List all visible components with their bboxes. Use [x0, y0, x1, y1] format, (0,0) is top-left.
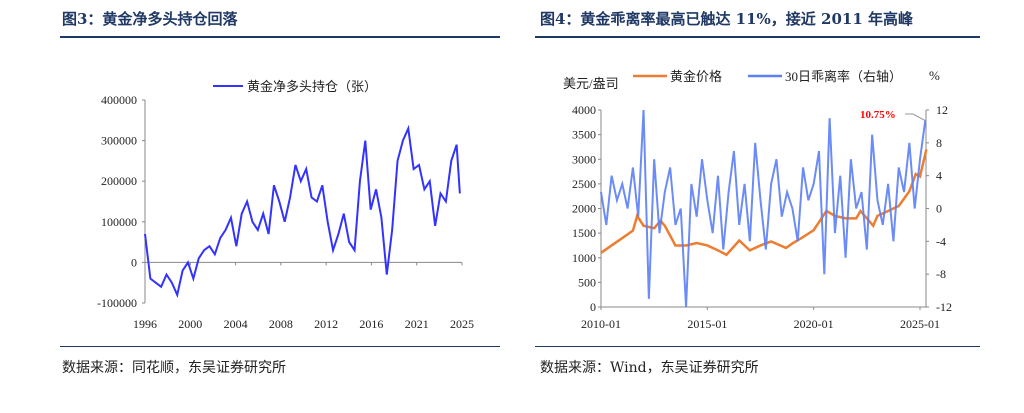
left-x-tick-label: 2016 — [359, 317, 383, 331]
right-left-y-tick-label: 2000 — [572, 202, 596, 216]
right-right-y-tick-label: 12 — [936, 103, 948, 117]
right-right-y-tick-label: -4 — [936, 234, 946, 248]
right-right-y-tick-label: 4 — [936, 169, 942, 183]
peak-annotation: 10.75% — [860, 109, 896, 121]
left-x-tick-label: 1996 — [133, 317, 157, 331]
right-right-y-tick-label: -12 — [936, 300, 952, 314]
right-right-y-tick-label: -8 — [936, 267, 946, 281]
left-y-tick-label: 100000 — [101, 215, 137, 229]
right-left-y-tick-label: 4000 — [572, 103, 596, 117]
right-right-y-tick-label: 0 — [936, 202, 942, 216]
left-legend-label: 黄金净多头持仓（张） — [247, 79, 377, 94]
right-left-axis-label: 美元/盎司 — [563, 76, 619, 91]
right-source-rule — [535, 346, 980, 347]
right-left-y-tick-label: 1000 — [572, 251, 596, 265]
deviation-line — [600, 109, 927, 308]
left-x-tick-label: 2012 — [314, 317, 338, 331]
right-right-axis-label: % — [929, 68, 940, 83]
left-x-tick-label: 2008 — [269, 317, 293, 331]
gold-legend-label: 黄金价格 — [670, 69, 722, 84]
right-x-tick-label: 2010-01 — [581, 317, 621, 331]
right-right-y-tick-label: 8 — [936, 136, 942, 150]
left-x-tick-label: 2021 — [405, 317, 429, 331]
right-left-y-tick-label: 3500 — [572, 128, 596, 142]
net-long-line — [144, 124, 461, 299]
left-y-tick-label: 200000 — [101, 174, 137, 188]
left-x-tick-label: 2025 — [450, 317, 474, 331]
left-y-tick-label: 0 — [131, 255, 137, 269]
right-left-y-tick-label: 2500 — [572, 177, 596, 191]
right-chart-title: 图4：黄金乖离率最高已触达 11%，接近 2011 年高峰 — [540, 10, 913, 28]
deviation-legend-label: 30日乖离率（右轴） — [785, 69, 902, 84]
left-title-rule — [60, 36, 500, 38]
right-left-y-tick-label: 500 — [578, 275, 596, 289]
left-source: 数据来源：同花顺，东吴证券研究所 — [62, 360, 286, 376]
right-source: 数据来源：Wind，东吴证券研究所 — [540, 360, 759, 376]
left-y-tick-label: 400000 — [101, 93, 137, 107]
right-left-y-tick-label: 0 — [590, 300, 596, 314]
left-y-tick-label: -100000 — [97, 296, 137, 310]
left-source-rule — [60, 346, 500, 347]
left-x-tick-label: 2000 — [178, 317, 202, 331]
right-x-tick-label: 2020-01 — [794, 317, 834, 331]
left-x-tick-label: 2004 — [224, 317, 248, 331]
left-y-tick-label: 300000 — [101, 134, 137, 148]
right-left-y-tick-label: 1500 — [572, 226, 596, 240]
right-x-tick-label: 2025-01 — [900, 317, 940, 331]
left-chart-title: 图3：黄金净多头持仓回落 — [62, 10, 238, 28]
right-x-tick-label: 2015-01 — [687, 317, 727, 331]
right-title-rule — [535, 36, 980, 38]
annotation-leader-line — [905, 113, 927, 122]
right-left-y-tick-label: 3000 — [572, 152, 596, 166]
